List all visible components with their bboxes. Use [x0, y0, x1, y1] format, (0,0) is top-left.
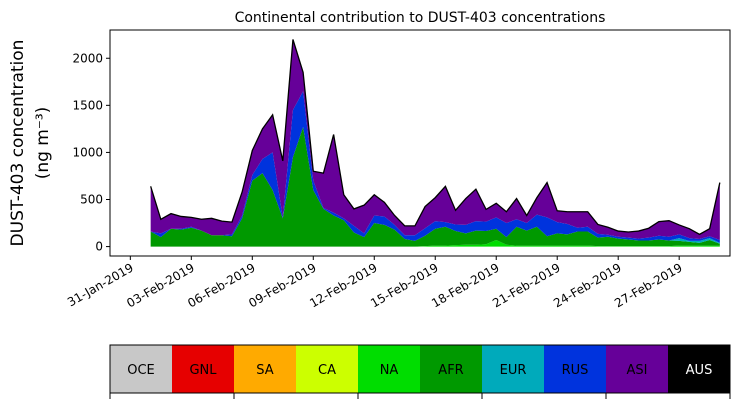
- x-tick-label: 03-Feb-2019: [124, 260, 197, 310]
- legend-label-asi: ASI: [627, 363, 648, 378]
- y-tick-label: 500: [80, 193, 103, 207]
- x-tick-label: 15-Feb-2019: [368, 260, 441, 310]
- y-tick-label: 0: [95, 240, 103, 254]
- legend-label-na: NA: [380, 363, 399, 378]
- x-tick-label: 21-Feb-2019: [490, 260, 563, 310]
- y-axis: 0 500 1000 1500 2000: [72, 51, 110, 254]
- legend-swatch-oce: [110, 345, 172, 393]
- legend-swatch-ca: [296, 345, 358, 393]
- x-tick-label: 18-Feb-2019: [429, 260, 502, 310]
- legend-label-aus: AUS: [686, 363, 713, 378]
- y-axis-label: DUST-403 concentration (ng m⁻³): [8, 40, 53, 247]
- legend: OCE GNL SA CA NA AFR EUR RUS ASI AUS: [109, 344, 731, 399]
- y-axis-label-line1: DUST-403 concentration: [8, 40, 28, 247]
- chart-title: Continental contribution to DUST-403 con…: [235, 10, 606, 26]
- y-tick-label: 2000: [72, 51, 103, 65]
- y-axis-label-line2: (ng m⁻³): [33, 107, 53, 180]
- legend-label-eur: EUR: [500, 363, 527, 378]
- area-asi: [150, 39, 720, 240]
- legend-swatch-gnl: [172, 345, 234, 393]
- legend-label-afr: AFR: [438, 363, 463, 378]
- legend-swatch-afr: [420, 345, 482, 393]
- legend-label-ca: CA: [318, 363, 336, 378]
- legend-label-sa: SA: [256, 363, 273, 378]
- legend-swatch-eur: [482, 345, 544, 393]
- x-tick-label: 12-Feb-2019: [307, 260, 380, 310]
- x-tick-label: 31-Jan-2019: [65, 260, 136, 309]
- legend-frame: [109, 344, 731, 394]
- legend-swatch-rus: [544, 345, 606, 393]
- x-tick-label: 06-Feb-2019: [185, 260, 258, 310]
- legend-label-gnl: GNL: [189, 363, 217, 378]
- legend-swatch-asi: [606, 345, 668, 393]
- legend-label-oce: OCE: [127, 363, 155, 378]
- legend-swatch-aus: [668, 345, 730, 393]
- y-tick-label: 1500: [72, 98, 103, 112]
- legend-label-rus: RUS: [562, 363, 589, 378]
- x-tick-label: 24-Feb-2019: [551, 260, 624, 310]
- area-rus: [150, 91, 720, 243]
- x-tick-label: 27-Feb-2019: [612, 260, 685, 310]
- stacked-areas: [150, 39, 721, 247]
- y-tick-label: 1000: [72, 145, 103, 159]
- legend-swatch-sa: [234, 345, 296, 393]
- total-outline: [150, 39, 721, 236]
- legend-swatch-na: [358, 345, 420, 393]
- area-afr: [150, 126, 720, 247]
- x-axis: 31-Jan-201903-Feb-201906-Feb-201909-Feb-…: [65, 256, 685, 310]
- x-tick-label: 09-Feb-2019: [246, 260, 319, 310]
- plot-frame: [109, 29, 731, 257]
